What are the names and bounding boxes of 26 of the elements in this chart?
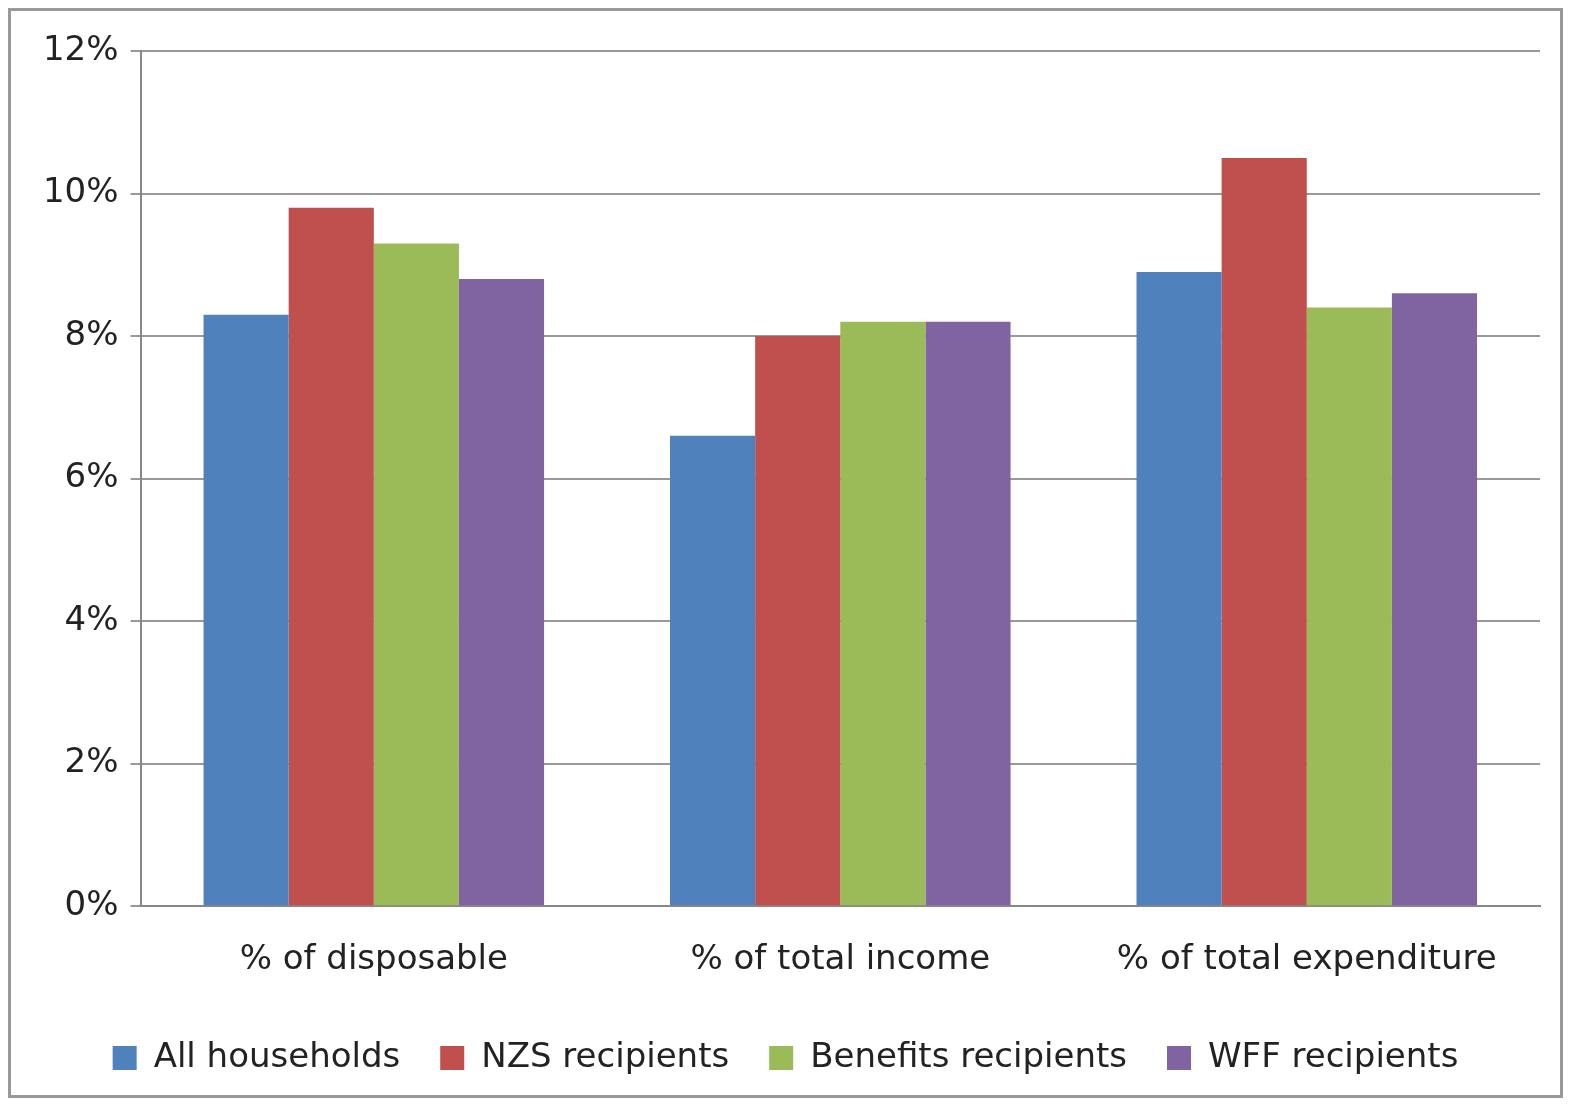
legend-label: Benefits recipients <box>810 1034 1127 1075</box>
y-tick-label: 0% <box>64 883 119 924</box>
y-tick-label: 2% <box>64 740 119 781</box>
x-tick-label: % of total income <box>690 937 991 978</box>
legend-label: All households <box>153 1034 401 1075</box>
legend-label: WFF recipients <box>1207 1034 1459 1075</box>
bar <box>925 321 1011 906</box>
x-tick-label: % of total expenditure <box>1116 937 1497 978</box>
bar <box>755 336 841 906</box>
y-tick-label: 4% <box>64 597 119 638</box>
y-tick-label: 8% <box>64 312 119 353</box>
bar <box>1391 293 1478 906</box>
bar <box>458 279 545 906</box>
y-tick-label: 10% <box>42 170 119 211</box>
legend-label: NZS recipients <box>481 1034 730 1075</box>
bar <box>840 321 926 906</box>
bar <box>373 243 459 906</box>
bar <box>1221 157 1307 906</box>
x-tick-label: % of disposable <box>239 937 508 978</box>
bar <box>1136 271 1222 906</box>
bar <box>670 435 756 906</box>
bar <box>1306 307 1392 906</box>
y-tick-label: 6% <box>64 455 119 496</box>
y-tick-label: 12% <box>42 27 119 68</box>
bar <box>288 207 374 906</box>
bar <box>203 314 289 906</box>
